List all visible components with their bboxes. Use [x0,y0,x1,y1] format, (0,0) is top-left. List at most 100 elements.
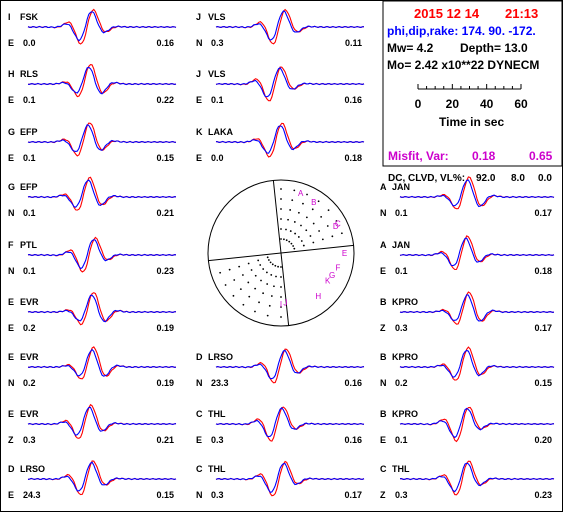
trace-panel: B KPRO E 0.1 0.20 [380,406,555,445]
compression-dot [312,222,315,225]
trace-component: E [8,490,14,500]
depth: Depth= 13.0 [460,41,528,55]
compression-dot [254,310,256,313]
time-axis-label: Time in sec [439,115,504,129]
trace-shift: 0.1 [23,208,36,218]
compression-dot [297,211,300,214]
focal-station-label: C [335,220,341,229]
trace-cc: 0.22 [156,95,174,105]
trace-station-name: KPRO [392,352,418,362]
trace-station-name: KPRO [392,297,418,307]
compression-dot [280,218,282,220]
compression-dot [318,230,321,232]
trace-cc: 0.16 [344,95,362,105]
trace-panel: C THL N 0.3 0.17 [196,460,365,500]
trace-shift: 0.0 [23,38,36,48]
trace-station-name: VLS [208,69,226,79]
nodal-plane-2 [208,252,282,262]
compression-dot [306,193,308,196]
trace-shift: 0.3 [23,435,36,445]
synthetic-waveform [215,349,365,380]
trace-cc: 0.18 [534,266,552,276]
trace-station-name: LRSO [208,352,233,362]
trace-component: N [196,38,203,48]
trace-shift: 0.1 [23,95,36,105]
trace-station-id: H [8,69,15,79]
focal-station-label: D [333,222,339,231]
trace-component: N [380,378,387,388]
trace-component: E [196,153,202,163]
synthetic-waveform [27,11,177,42]
trace-station-id: B [380,409,387,419]
compression-dot [248,295,251,298]
synthetic-waveform [399,294,555,322]
compression-dot [300,240,303,242]
compression-dot [232,294,235,297]
trace-shift: 23.3 [211,378,229,388]
trace-panel: E EVR Z 0.3 0.21 [8,403,177,445]
compression-dot [302,244,305,247]
trace-shift: 0.3 [211,435,224,445]
trace-station-id: J [196,12,201,22]
compression-dot [280,198,282,200]
compression-dot [262,292,265,295]
time-axis-tick-label: 20 [446,97,460,111]
synthetic-waveform [27,179,177,208]
trace-component: N [8,266,15,276]
trace-panel: H RLS E 0.1 0.22 [8,64,177,105]
compression-dot [265,271,268,274]
compression-dot [309,235,312,237]
compression-dot [258,301,260,304]
trace-station-id: G [8,127,15,137]
magnitude: Mw= 4.2 [387,41,434,55]
compression-dot [228,268,231,271]
time-axis-tick-label: 0 [415,97,422,111]
trace-shift: 0.2 [23,323,36,333]
nodal-plane-1 [272,180,282,254]
trace-panel: D LRSO E 24.3 0.15 [8,460,177,500]
compression-dot [280,306,282,308]
compression-dot [274,264,277,267]
trace-component: N [380,208,387,218]
trace-station-id: E [8,352,14,362]
trace-component: E [8,153,14,163]
trace-station-id: E [8,409,14,419]
trace-cc: 0.21 [156,208,174,218]
compression-dot [285,239,288,242]
trace-panel: G EFP N 0.1 0.21 [8,176,177,218]
trace-cc: 0.17 [344,490,362,500]
synthetic-waveform [215,10,365,41]
trace-cc: 0.17 [534,208,552,218]
nodal-plane-2b [280,244,354,254]
time-axis-tick-label: 60 [514,97,528,111]
trace-component: E [8,38,14,48]
compression-dot [224,284,227,286]
compression-dot [287,218,289,221]
compression-dot [294,232,297,235]
compression-dot [259,264,262,266]
trace-cc: 0.15 [156,490,174,500]
trace-station-name: JAN [392,240,410,250]
compression-dot [280,228,282,230]
trace-panel: E EVR N 0.2 0.19 [8,346,177,388]
trace-cc: 0.18 [344,153,362,163]
compression-dot [326,225,329,227]
trace-station-id: F [8,240,14,250]
trace-station-name: THL [208,409,226,419]
trace-shift: 0.1 [23,266,36,276]
trace-shift: 0.2 [23,378,36,388]
compression-dot [271,263,274,266]
dc-label: DC, CLVD, VL%: [388,173,465,184]
trace-cc: 0.15 [156,153,174,163]
compression-dot [254,287,257,290]
trace-component: Z [380,323,386,333]
trace-station-name: RLS [20,69,38,79]
trace-station-id: C [380,464,387,474]
trace-panel: D LRSO N 23.3 0.16 [196,348,365,388]
trace-station-name: JAN [392,182,410,192]
trace-station-id: B [380,352,387,362]
event-date: 2015 12 14 [414,6,480,21]
dc-row: DC, CLVD, VL%: 92.0 8.0 0.0 [388,173,552,184]
compression-dot [242,303,245,306]
trace-cc: 0.21 [156,435,174,445]
